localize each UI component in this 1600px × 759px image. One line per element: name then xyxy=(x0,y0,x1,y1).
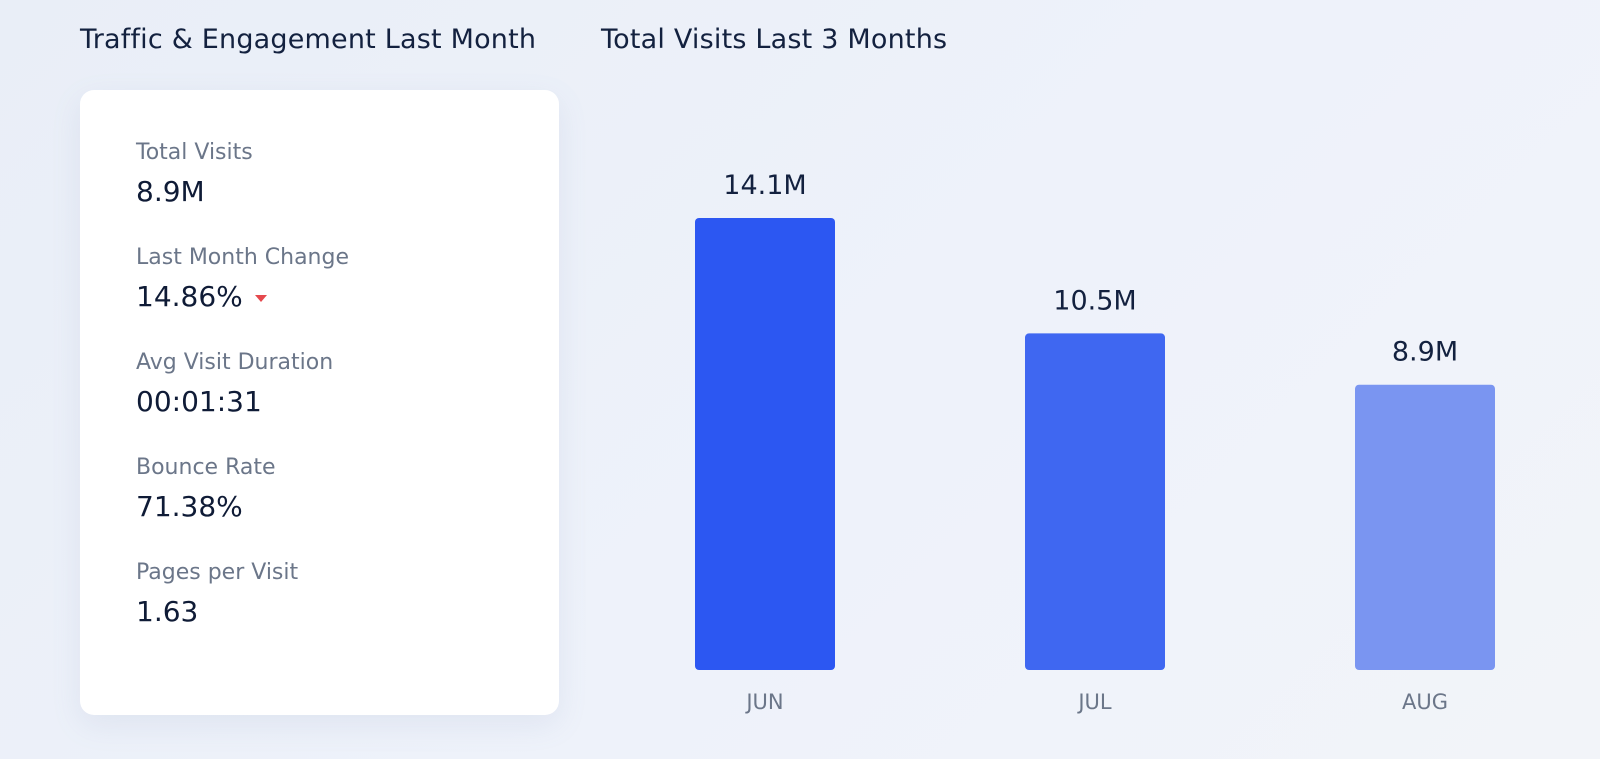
metric-label: Total Visits xyxy=(136,140,253,165)
traffic-engagement-title: Traffic & Engagement Last Month xyxy=(80,24,537,55)
metric-pages-per-visit: Pages per Visit 1.63 xyxy=(136,560,298,628)
metric-avg-visit-duration: Avg Visit Duration 00:01:31 xyxy=(136,350,333,418)
bar-jul xyxy=(1025,333,1165,670)
total-visits-value: 8.9M xyxy=(136,175,205,208)
metric-label: Last Month Change xyxy=(136,245,349,270)
x-tick-label: JUL xyxy=(1076,690,1112,714)
metric-value: 71.38% xyxy=(136,491,276,523)
bounce-rate-value: 71.38% xyxy=(136,490,243,523)
pages-per-visit-value: 1.63 xyxy=(136,595,199,628)
x-tick-label: AUG xyxy=(1402,690,1448,714)
avg-visit-duration-value: 00:01:31 xyxy=(136,385,262,418)
triangle-down-icon xyxy=(254,294,267,302)
metric-value: 00:01:31 xyxy=(136,386,333,418)
metric-value: 8.9M xyxy=(136,176,253,208)
metric-label: Pages per Visit xyxy=(136,560,299,585)
bar-value-label: 8.9M xyxy=(1392,337,1458,368)
total-visits-bar-chart: 14.1M JUN 10.5M JUL 8.9M AUG xyxy=(695,170,1495,714)
bar-jun xyxy=(695,218,835,670)
metric-value: 1.63 xyxy=(136,596,298,628)
total-visits-title: Total Visits Last 3 Months xyxy=(601,24,948,55)
bar-value-label: 14.1M xyxy=(723,170,806,201)
x-tick-label: JUN xyxy=(744,690,783,714)
metric-label: Bounce Rate xyxy=(136,455,276,480)
metric-last-month-change: Last Month Change 14.86% xyxy=(136,245,349,313)
last-month-change-value: 14.86% xyxy=(136,280,243,313)
metric-label: Avg Visit Duration xyxy=(136,350,334,375)
metric-bounce-rate: Bounce Rate 71.38% xyxy=(136,455,276,523)
metric-total-visits: Total Visits 8.9M xyxy=(136,140,253,208)
metric-value: 14.86% xyxy=(136,281,349,313)
metrics-card: Total Visits 8.9M Last Month Change 14.8… xyxy=(80,90,559,715)
bar-aug xyxy=(1355,384,1495,670)
bar-value-label: 10.5M xyxy=(1053,285,1136,316)
